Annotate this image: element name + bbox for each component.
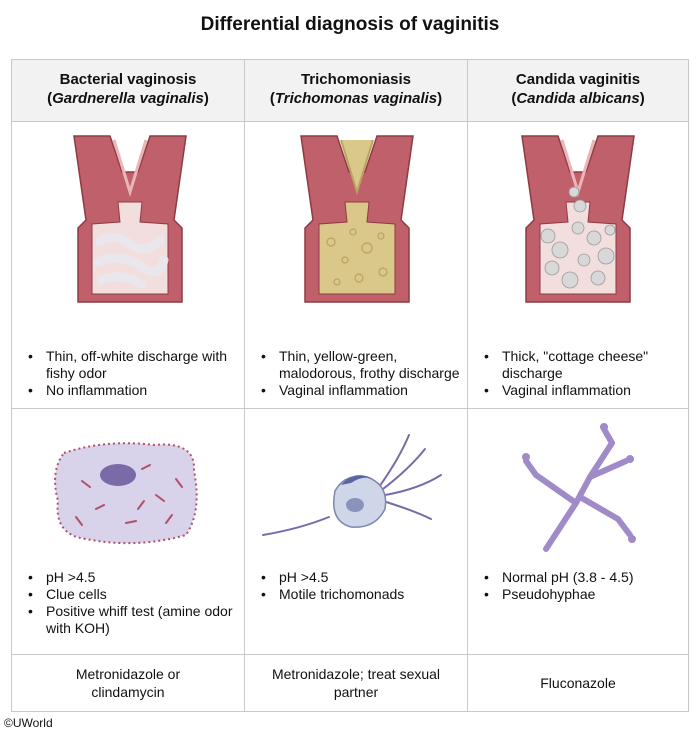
- clinical-cell-candida-vaginitis: Thick, "cottage cheese" discharge Vagina…: [468, 122, 688, 409]
- microscopy-findings-list: pH >4.5 Motile trichomonads: [257, 569, 462, 603]
- page-title: Differential diagnosis of vaginitis: [200, 14, 500, 35]
- microscopy-findings-list: pH >4.5 Clue cells Positive whiff test (…: [24, 569, 234, 637]
- trichomonad-illustration: [262, 434, 442, 536]
- clinical-cell-trichomoniasis: Thin, yellow-green, malodorous, frothy d…: [245, 122, 468, 409]
- organism-name: Candida albicans: [516, 90, 640, 107]
- vagina-candida-illustration: [521, 135, 635, 303]
- list-item: Thin, yellow-green, malodorous, frothy d…: [257, 348, 462, 382]
- vagina-bv-illustration: [73, 135, 187, 303]
- clue-cell-illustration: [54, 442, 198, 545]
- condition-name: Bacterial vaginosis: [59, 71, 197, 88]
- list-item: Positive whiff test (amine odor with KOH…: [24, 603, 234, 637]
- treatment-cell-bacterial-vaginosis: Metronidazole or clindamycin: [12, 655, 245, 711]
- diagnosis-table: Bacterial vaginosis (Gardnerella vaginal…: [11, 59, 689, 712]
- microscopy-findings-list: Normal pH (3.8 - 4.5) Pseudohyphae: [480, 569, 680, 603]
- list-item: Vaginal inflammation: [480, 382, 680, 399]
- micro-cell-bacterial-vaginosis: pH >4.5 Clue cells Positive whiff test (…: [12, 409, 245, 655]
- condition-name: Candida vaginitis: [515, 71, 641, 88]
- treatment-cell-trichomoniasis: Metronidazole; treat sexual partner: [245, 655, 468, 711]
- header-candida-vaginitis: Candida vaginitis (Candida albicans): [468, 60, 688, 122]
- organism-name: Trichomonas vaginalis: [274, 90, 438, 107]
- header-trichomoniasis: Trichomoniasis (Trichomonas vaginalis): [245, 60, 468, 122]
- list-item: Pseudohyphae: [480, 586, 680, 603]
- list-item: Normal pH (3.8 - 4.5): [480, 569, 680, 586]
- micro-cell-candida-vaginitis: Normal pH (3.8 - 4.5) Pseudohyphae: [468, 409, 688, 655]
- clinical-findings-list: Thick, "cottage cheese" discharge Vagina…: [480, 348, 680, 399]
- treatment-text: Metronidazole or clindamycin: [75, 666, 181, 700]
- list-item: No inflammation: [24, 382, 234, 399]
- treatment-text: Fluconazole: [540, 675, 616, 691]
- clinical-findings-list: Thin, off-white discharge with fishy odo…: [24, 348, 234, 399]
- list-item: Thick, "cottage cheese" discharge: [480, 348, 680, 382]
- clinical-findings-list: Thin, yellow-green, malodorous, frothy d…: [257, 348, 462, 399]
- clinical-cell-bacterial-vaginosis: Thin, off-white discharge with fishy odo…: [12, 122, 245, 409]
- list-item: Motile trichomonads: [257, 586, 462, 603]
- organism-name: Gardnerella vaginalis: [52, 90, 204, 107]
- copyright: ©UWorld: [4, 716, 53, 730]
- list-item: Vaginal inflammation: [257, 382, 462, 399]
- vagina-trich-illustration: [300, 135, 414, 303]
- list-item: Thin, off-white discharge with fishy odo…: [24, 348, 234, 382]
- list-item: Clue cells: [24, 586, 234, 603]
- treatment-cell-candida-vaginitis: Fluconazole: [468, 655, 688, 711]
- micro-cell-trichomoniasis: pH >4.5 Motile trichomonads: [245, 409, 468, 655]
- list-item: pH >4.5: [257, 569, 462, 586]
- list-item: pH >4.5: [24, 569, 234, 586]
- header-bacterial-vaginosis: Bacterial vaginosis (Gardnerella vaginal…: [12, 60, 245, 122]
- condition-name: Trichomoniasis: [300, 71, 412, 88]
- pseudohyphae-illustration: [522, 423, 636, 552]
- treatment-text: Metronidazole; treat sexual partner: [271, 666, 441, 700]
